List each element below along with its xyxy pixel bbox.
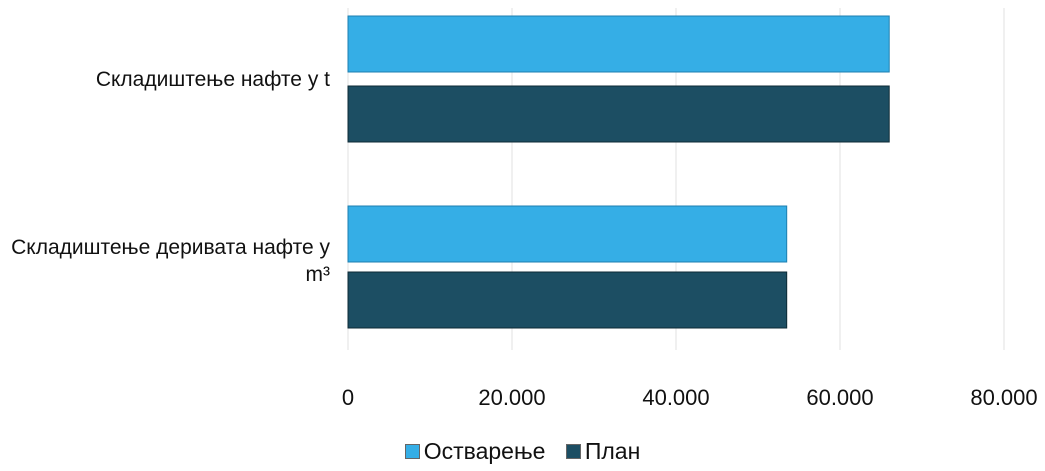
legend-label-plan: План: [584, 438, 641, 464]
x-axis-ticks: 0 20.000 40.000 60.000 80.000: [342, 385, 1038, 410]
x-tick-label-2: 40.000: [642, 385, 709, 410]
x-tick-label-3: 60.000: [806, 385, 873, 410]
category-label-derivatives-text: Складиштење деривата нафте у m³: [11, 236, 330, 286]
x-tick-label-4: 80.000: [970, 385, 1037, 410]
legend-swatch-plan: [565, 444, 581, 459]
bar-derivatives-actual: [347, 205, 788, 263]
legend-item-actual: Остварење: [404, 438, 546, 465]
category-label-oil: Складиштење нафте у t: [95, 68, 330, 91]
bar-derivatives-plan: [347, 271, 788, 329]
category-label-derivatives: Складиштење деривата нафте у m³: [0, 234, 330, 288]
bar-oil-plan: [347, 85, 890, 143]
x-tick-label-0: 0: [342, 385, 354, 410]
x-tick-label-1: 20.000: [478, 385, 545, 410]
bar-oil-actual: [347, 15, 890, 73]
legend-label-actual: Остварење: [423, 438, 546, 464]
bars: [347, 15, 890, 329]
legend-item-plan: План: [565, 438, 641, 465]
legend-swatch-actual: [404, 444, 420, 459]
legend: Остварење План: [0, 438, 1045, 465]
